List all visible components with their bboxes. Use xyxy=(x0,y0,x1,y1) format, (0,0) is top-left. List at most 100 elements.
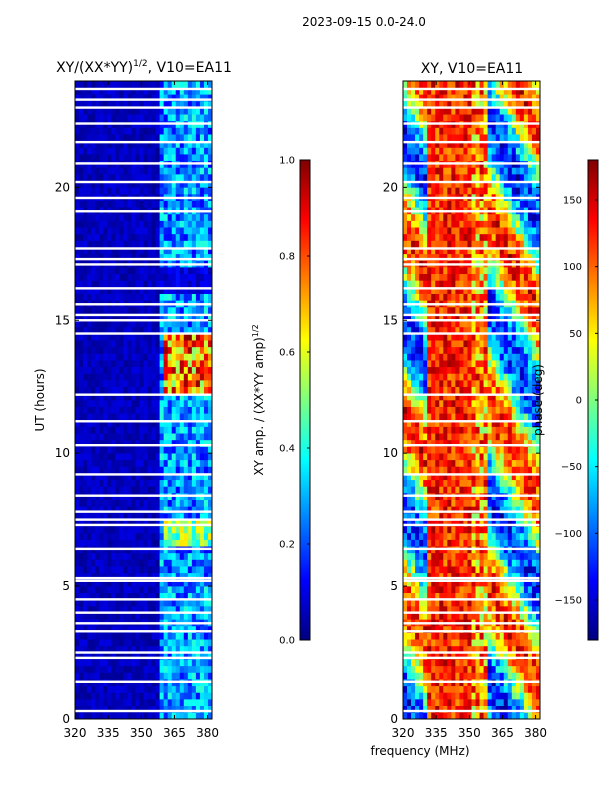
heatmap-cell xyxy=(175,326,181,334)
heatmap-cell xyxy=(431,413,436,421)
heatmap-cell xyxy=(103,459,108,467)
heatmap-cell xyxy=(95,154,100,162)
heatmap-cell xyxy=(87,586,92,594)
heatmap-cell xyxy=(111,672,116,680)
heatmap-cell xyxy=(451,479,456,487)
heatmap-cell xyxy=(91,333,96,341)
heatmap-cell xyxy=(511,552,517,560)
heatmap-cell xyxy=(155,479,160,487)
heatmap-cell xyxy=(79,705,84,713)
heatmap-cell xyxy=(447,419,452,427)
heatmap-cell xyxy=(87,380,92,388)
heatmap-cell xyxy=(143,625,148,633)
heatmap-cell xyxy=(527,439,533,447)
heatmap-cell xyxy=(455,512,460,520)
heatmap-cell xyxy=(139,479,144,487)
heatmap-cell xyxy=(403,539,408,547)
heatmap-cell xyxy=(127,486,132,494)
heatmap-cell xyxy=(479,625,484,633)
heatmap-cell xyxy=(111,333,116,341)
heatmap-cell xyxy=(175,306,181,314)
heatmap-cell xyxy=(531,433,537,441)
heatmap-cell xyxy=(195,579,201,587)
heatmap-cell xyxy=(463,606,468,613)
heatmap-cell xyxy=(163,240,168,248)
heatmap-cell xyxy=(199,592,205,600)
heatmap-cell xyxy=(447,705,452,713)
heatmap-cell xyxy=(167,512,173,520)
heatmap-cell xyxy=(91,280,96,288)
heatmap-cell xyxy=(427,453,432,461)
heatmap-cell xyxy=(427,579,432,587)
heatmap-cell xyxy=(415,539,420,547)
heatmap-cell xyxy=(171,127,177,135)
heatmap-cell xyxy=(203,107,209,115)
heatmap-cell xyxy=(535,592,540,600)
heatmap-cell xyxy=(87,87,92,95)
heatmap-cell xyxy=(139,566,144,574)
heatmap-cell xyxy=(87,386,92,394)
heatmap-cell xyxy=(455,579,460,587)
heatmap-cell xyxy=(139,446,144,454)
heatmap-cell xyxy=(191,200,197,208)
heatmap-cell xyxy=(79,380,84,388)
heatmap-cell xyxy=(487,632,492,640)
heatmap-cell xyxy=(103,413,108,421)
heatmap-cell xyxy=(519,559,525,567)
heatmap-cell xyxy=(471,453,476,461)
heatmap-cell xyxy=(155,506,160,514)
heatmap-cell xyxy=(191,114,197,122)
heatmap-cell xyxy=(99,273,104,281)
heatmap-cell xyxy=(179,566,185,574)
heatmap-cell xyxy=(451,532,456,540)
heatmap-cell xyxy=(139,326,144,334)
heatmap-cell xyxy=(503,586,509,594)
heatmap-cell xyxy=(79,532,84,540)
heatmap-cell xyxy=(159,293,164,301)
heatmap-cell xyxy=(511,586,517,594)
heatmap-cell xyxy=(199,180,205,188)
heatmap-cell xyxy=(111,313,116,321)
heatmap-cell xyxy=(191,333,197,341)
heatmap-cell xyxy=(155,240,160,248)
heatmap-cell xyxy=(147,333,152,341)
heatmap-cell xyxy=(191,599,197,607)
heatmap-cell xyxy=(531,586,537,594)
heatmap-cell xyxy=(511,645,517,653)
heatmap-cell xyxy=(95,406,100,414)
heatmap-cell xyxy=(427,506,432,514)
heatmap-cell xyxy=(527,453,533,461)
heatmap-cell xyxy=(183,632,189,640)
heatmap-cell xyxy=(115,94,120,102)
heatmap-cell xyxy=(171,287,177,294)
heatmap-cell xyxy=(79,426,84,434)
heatmap-cell xyxy=(179,87,185,95)
heatmap-cell xyxy=(135,200,140,208)
heatmap-cell xyxy=(423,572,428,580)
heatmap-cell xyxy=(147,154,152,162)
heatmap-cell xyxy=(527,705,533,713)
heatmap-cell xyxy=(519,446,525,454)
heatmap-cell xyxy=(123,373,128,381)
heatmap-cell xyxy=(163,227,168,235)
heatmap-cell xyxy=(111,625,116,633)
heatmap-cell xyxy=(435,406,440,414)
heatmap-cell xyxy=(95,446,100,454)
heatmap-cell xyxy=(455,606,460,613)
heatmap-cell xyxy=(139,699,144,707)
heatmap-cell xyxy=(207,659,212,667)
heatmap-cell xyxy=(491,419,496,427)
heatmap-cell xyxy=(123,87,128,95)
heatmap-cell xyxy=(135,81,140,88)
heatmap-cell xyxy=(427,705,432,713)
heatmap-cell xyxy=(139,672,144,680)
heatmap-cell xyxy=(415,665,420,673)
heatmap-cell xyxy=(419,692,424,700)
heatmap-cell xyxy=(143,253,148,261)
heatmap-cell xyxy=(431,393,436,401)
heatmap-cell xyxy=(471,659,476,667)
heatmap-cell xyxy=(403,652,408,660)
heatmap-cell xyxy=(531,645,537,653)
heatmap-cell xyxy=(487,559,492,567)
heatmap-cell xyxy=(187,486,193,494)
